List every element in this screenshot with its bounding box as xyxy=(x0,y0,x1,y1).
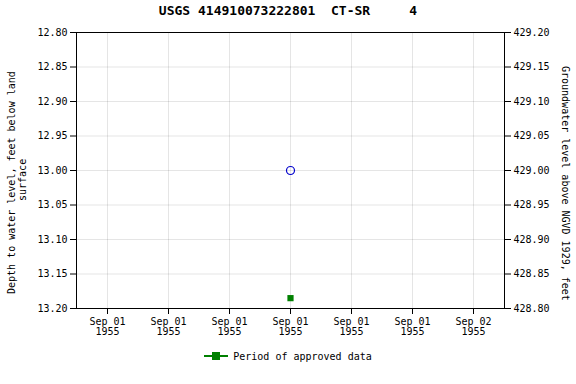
svg-text:428.85: 428.85 xyxy=(514,268,550,279)
svg-text:428.80: 428.80 xyxy=(514,303,550,314)
svg-text:13.10: 13.10 xyxy=(37,234,67,245)
svg-text:13.00: 13.00 xyxy=(37,165,67,176)
html-text:Period of approved data: Period of approved data xyxy=(233,350,372,362)
svg-text:429.15: 429.15 xyxy=(514,61,550,72)
html-text:Depth to water level, feet bel: Depth to water level, feet below land su… xyxy=(6,71,28,295)
html-text:Groundwater level above NGVD 1: Groundwater level above NGVD 1929, feet xyxy=(559,65,571,301)
svg-text:429.10: 429.10 xyxy=(514,96,550,107)
svg-text:429.20: 429.20 xyxy=(514,27,550,38)
svg-text:13.20: 13.20 xyxy=(37,303,67,314)
svg-text:Sep 011955: Sep 011955 xyxy=(89,316,125,337)
svg-text:Sep 011955: Sep 011955 xyxy=(394,316,430,337)
svg-text:Sep 011955: Sep 011955 xyxy=(211,316,247,337)
svg-text:12.80: 12.80 xyxy=(37,27,67,38)
svg-text:Sep 021955: Sep 021955 xyxy=(455,316,491,337)
svg-text:Sep 011955: Sep 011955 xyxy=(272,316,308,337)
svg-text:13.05: 13.05 xyxy=(37,199,67,210)
svg-text:428.95: 428.95 xyxy=(514,199,550,210)
svg-text:Sep 011955: Sep 011955 xyxy=(333,316,369,337)
svg-text:428.90: 428.90 xyxy=(514,234,550,245)
svg-text:429.00: 429.00 xyxy=(514,165,550,176)
svg-text:12.90: 12.90 xyxy=(37,96,67,107)
svg-text:429.05: 429.05 xyxy=(514,130,550,141)
svg-text:13.15: 13.15 xyxy=(37,268,67,279)
svg-text:Sep 011955: Sep 011955 xyxy=(150,316,186,337)
svg-text:12.95: 12.95 xyxy=(37,130,67,141)
svg-text:12.85: 12.85 xyxy=(37,61,67,72)
html-text:USGS 414910073222801 CT-SR 4: USGS 414910073222801 CT-SR 4 xyxy=(158,3,418,18)
